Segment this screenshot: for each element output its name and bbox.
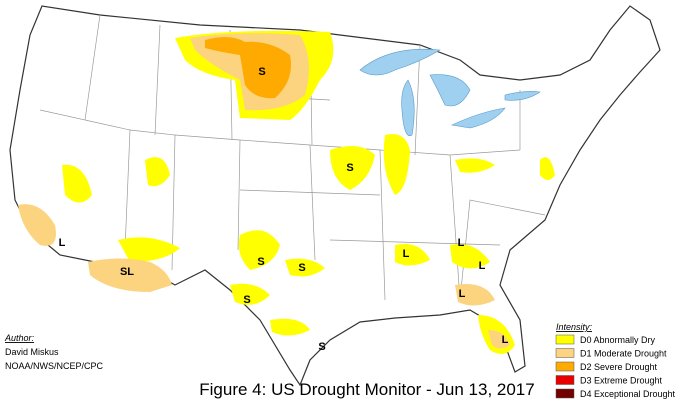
legend-swatch (555, 388, 575, 399)
legend-swatch (555, 348, 575, 358)
legend-swatch (555, 375, 575, 385)
map-label: L (479, 260, 486, 272)
map-label: S (257, 256, 264, 268)
author-org: NOAA/NWS/NCEP/CPC (5, 361, 104, 371)
legend-label: D3 Extreme Drought (580, 376, 663, 386)
map-label: L (459, 288, 466, 300)
caption: Figure 4: US Drought Monitor - Jun 13, 2… (199, 380, 534, 399)
map-label: SL (120, 266, 134, 278)
map-label: S (243, 294, 250, 306)
map-label: S (346, 162, 353, 174)
legend-swatch (555, 334, 575, 345)
great-lakes (359, 48, 541, 136)
map-label: L (403, 248, 410, 260)
author-heading: Author: (4, 333, 35, 343)
legend-label: D0 Abnormally Dry (580, 335, 656, 345)
legend-swatch (555, 361, 575, 372)
map-label: S (258, 66, 265, 78)
map-label: L (59, 237, 66, 249)
legend-label: D4 Exceptional Drought (580, 389, 676, 399)
legend-label: D2 Severe Drought (580, 362, 658, 372)
author-name: David Miskus (5, 347, 59, 357)
map-label: L (458, 237, 465, 249)
legend-label: D1 Moderate Drought (580, 349, 667, 359)
legend-title: Intensity: (556, 322, 593, 332)
map-label: S (318, 341, 325, 353)
map-label: L (502, 334, 509, 346)
map-label: S (298, 262, 305, 274)
drought-areas (18, 30, 555, 354)
